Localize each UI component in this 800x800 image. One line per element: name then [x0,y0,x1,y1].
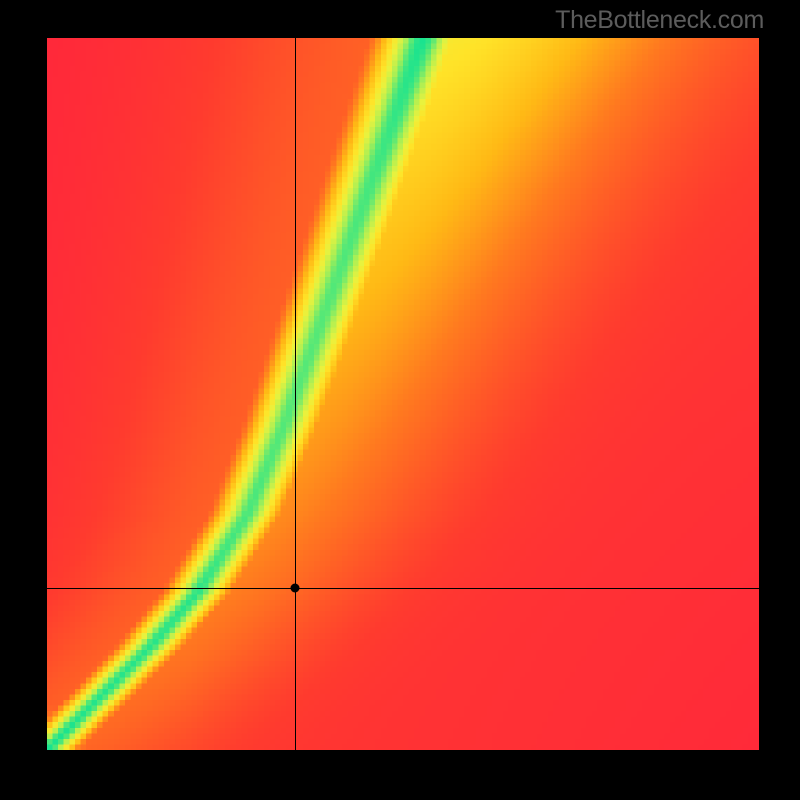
heatmap-canvas [47,38,759,750]
crosshair-horizontal-line [47,588,759,589]
crosshair-dot[interactable] [290,583,299,592]
crosshair-vertical-line [295,38,296,750]
heatmap-plot-area [47,38,759,750]
watermark-text: TheBottleneck.com [555,6,764,35]
